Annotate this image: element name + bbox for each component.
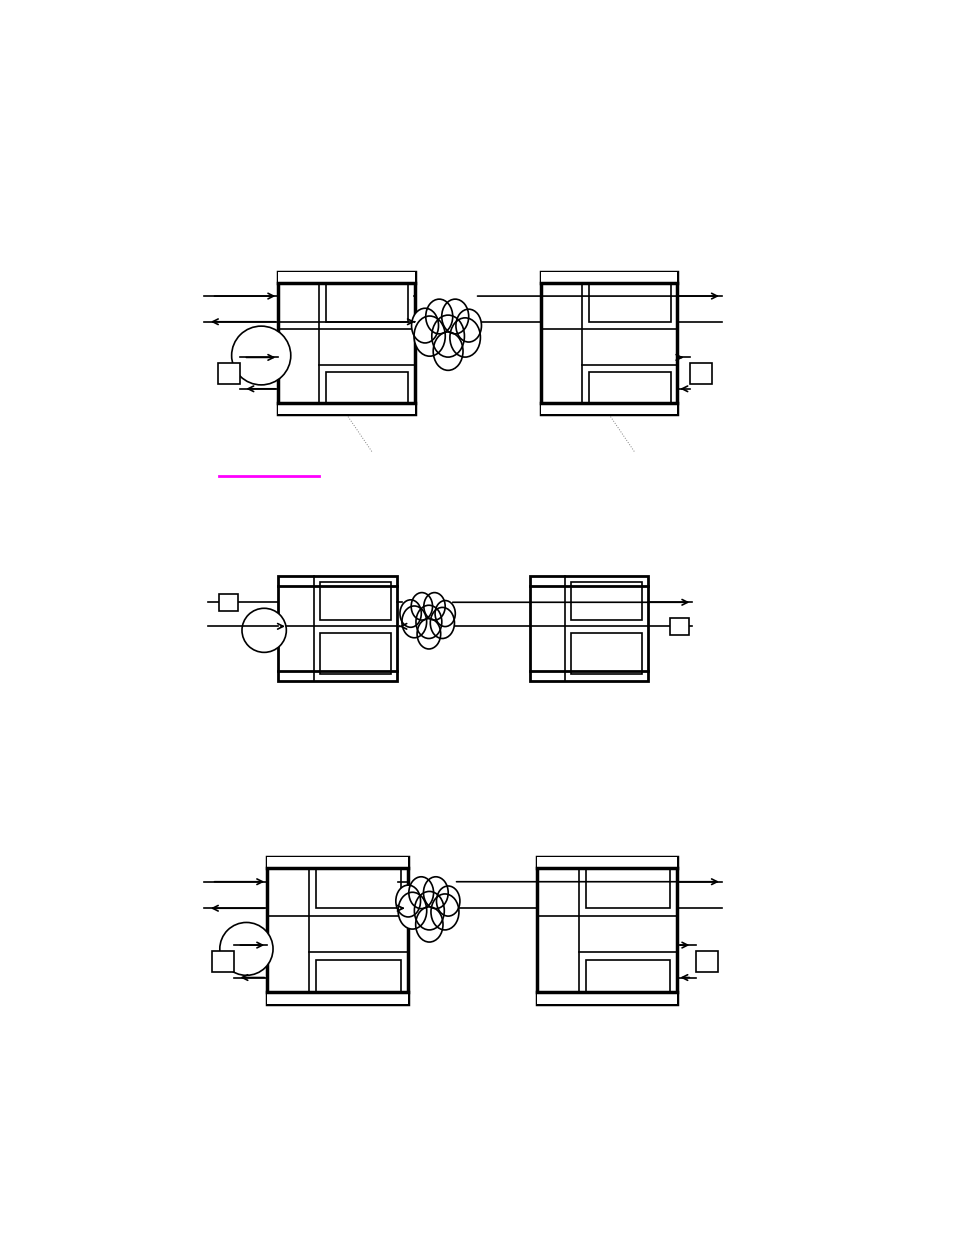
Circle shape <box>401 606 426 637</box>
Bar <box>217 363 239 384</box>
Bar <box>267 857 407 1004</box>
Bar <box>267 992 407 1004</box>
Circle shape <box>430 608 454 638</box>
Bar <box>571 632 641 674</box>
Circle shape <box>435 600 455 626</box>
Bar <box>571 583 641 620</box>
Ellipse shape <box>242 609 286 652</box>
Circle shape <box>425 299 453 333</box>
Circle shape <box>414 892 444 930</box>
Circle shape <box>431 894 458 930</box>
Circle shape <box>414 316 445 356</box>
Bar <box>537 857 677 1004</box>
Bar <box>326 372 408 408</box>
Bar <box>212 951 233 972</box>
Bar <box>326 279 408 322</box>
Bar <box>540 272 677 283</box>
Bar <box>689 363 712 384</box>
Circle shape <box>399 600 421 627</box>
Bar <box>696 951 718 972</box>
Bar <box>588 279 670 322</box>
Circle shape <box>432 315 464 357</box>
Bar <box>278 576 396 680</box>
Bar <box>537 992 677 1004</box>
Circle shape <box>456 309 481 342</box>
Bar <box>537 857 677 868</box>
Bar <box>219 594 238 611</box>
Bar <box>588 372 670 408</box>
Bar <box>316 960 400 997</box>
Bar <box>316 864 400 908</box>
Bar <box>669 618 689 635</box>
Bar <box>267 857 407 868</box>
Bar <box>319 632 390 674</box>
Circle shape <box>409 877 433 909</box>
Circle shape <box>411 593 432 620</box>
Bar <box>540 272 677 415</box>
Circle shape <box>397 892 426 929</box>
Circle shape <box>450 317 480 357</box>
Circle shape <box>436 885 459 916</box>
Bar <box>585 864 670 908</box>
Circle shape <box>416 605 441 638</box>
Circle shape <box>423 593 445 620</box>
Circle shape <box>416 906 442 942</box>
Bar <box>278 272 415 415</box>
Bar <box>529 576 647 680</box>
Circle shape <box>416 619 440 648</box>
Bar <box>540 403 677 415</box>
Ellipse shape <box>219 923 273 976</box>
Circle shape <box>411 309 438 343</box>
Circle shape <box>395 885 420 916</box>
Bar <box>278 403 415 415</box>
Bar <box>278 272 415 283</box>
Circle shape <box>423 877 448 909</box>
Ellipse shape <box>232 326 291 385</box>
Bar <box>319 583 390 620</box>
Circle shape <box>433 332 462 370</box>
Bar <box>585 960 670 997</box>
Circle shape <box>441 299 468 333</box>
